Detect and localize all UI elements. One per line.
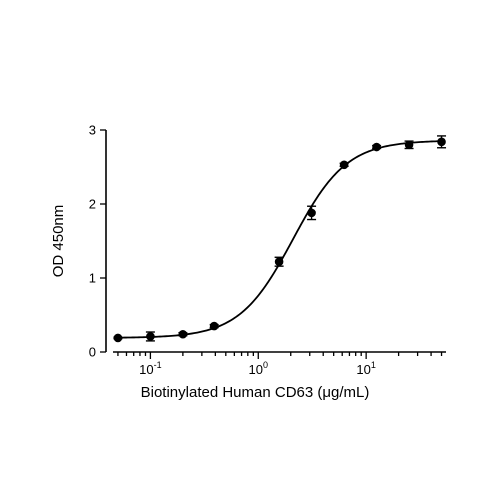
y-axis-label: OD 450nm <box>50 205 67 278</box>
data-point <box>372 142 381 152</box>
data-point <box>113 333 123 343</box>
data-point-group <box>404 140 414 150</box>
data-point <box>178 329 188 339</box>
data-point-group <box>209 321 219 331</box>
y-axis: 0 1 2 3 <box>89 123 107 360</box>
data-point <box>146 332 155 341</box>
data-point <box>307 208 316 218</box>
x-tick-label-1: 101 <box>356 360 375 377</box>
x-axis-label: Biotinylated Human CD63 (μg/mL) <box>141 384 370 401</box>
data-point-group <box>145 331 155 342</box>
data-point-group <box>339 160 349 170</box>
y-tick-label-0: 0 <box>89 345 96 360</box>
data-point-group <box>307 205 317 221</box>
data-point <box>274 257 284 267</box>
y-tick-label-2: 2 <box>89 197 96 212</box>
data-point-group <box>437 135 447 149</box>
data-point <box>339 160 349 170</box>
x-tick-label-0: 100 <box>249 360 268 377</box>
data-point-group <box>372 142 382 152</box>
data-point <box>437 137 446 147</box>
data-point-group <box>113 333 123 343</box>
data-point-group <box>274 256 284 267</box>
x-axis: 10-1 100 101 <box>113 351 446 377</box>
data-point <box>209 321 219 331</box>
plot-area <box>113 135 447 343</box>
data-point-group <box>178 329 188 339</box>
x-tick-label--1: 10-1 <box>139 360 161 377</box>
data-point <box>404 140 414 150</box>
y-tick-label-1: 1 <box>89 271 96 286</box>
y-tick-label-3: 3 <box>89 123 96 138</box>
fit-curve <box>117 140 442 339</box>
